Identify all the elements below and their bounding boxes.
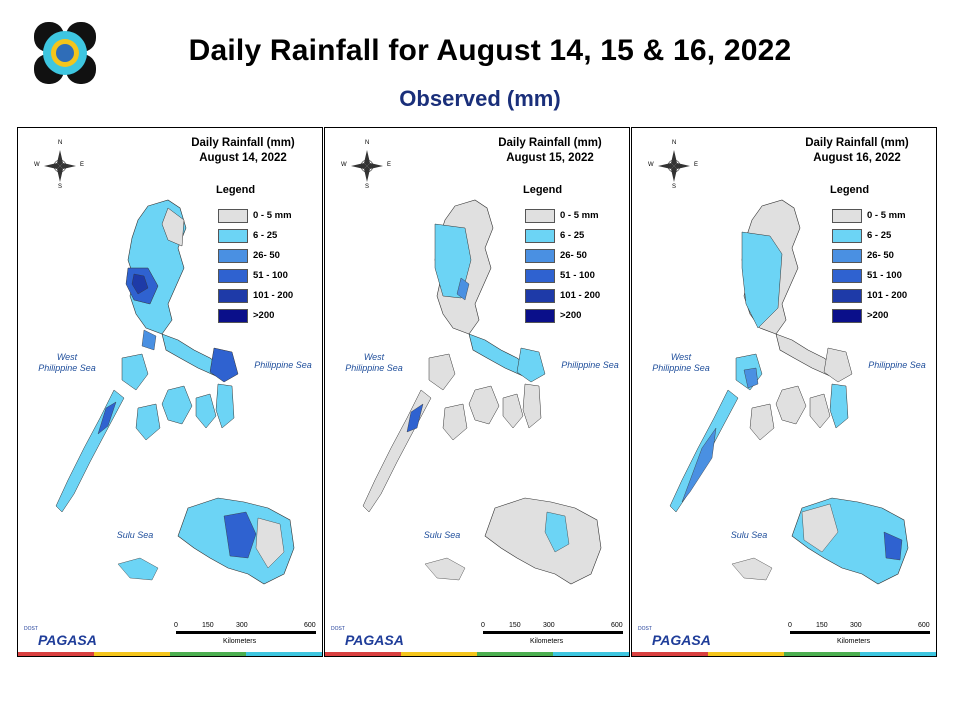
compass-w-label: W <box>341 162 347 168</box>
west-philippine-sea-label: West Philippine Sea <box>345 352 403 373</box>
scale-bar: 0 150 300 600 Kilometers <box>481 622 623 645</box>
page-title: Daily Rainfall for August 14, 15 & 16, 2… <box>188 34 792 67</box>
rainfall-map <box>55 199 295 585</box>
panel-title: Daily Rainfall (mm) August 16, 2022 <box>782 136 932 166</box>
legend-title: Legend <box>523 184 563 196</box>
legend-item: 0 - 5 mm <box>832 209 932 224</box>
sulu-sea-label: Sulu Sea <box>116 530 154 540</box>
scale-bar: 0 150 300 600 Kilometers <box>174 622 316 645</box>
panel-title-line1: Daily Rainfall (mm) <box>498 137 602 149</box>
pagasa-seal-logo <box>32 20 98 86</box>
legend-item: >200 <box>218 309 318 324</box>
legend-item: 26- 50 <box>832 249 932 264</box>
compass-w-label: W <box>34 162 40 168</box>
legend-item: 101 - 200 <box>525 289 625 304</box>
legend-item: 6 - 25 <box>525 229 625 244</box>
legend-item: >200 <box>525 309 625 324</box>
compass-n-label: N <box>365 140 370 146</box>
rainfall-map <box>669 199 909 585</box>
rainfall-map <box>362 199 602 585</box>
west-philippine-sea-label: West Philippine Sea <box>652 352 710 373</box>
color-stripe <box>18 652 322 656</box>
legend-item: 51 - 100 <box>218 269 318 284</box>
compass-s-label: S <box>58 184 63 190</box>
legend-item: 51 - 100 <box>525 269 625 284</box>
map-panel-aug-14: N S W E Daily Rainfall (mm) August 14, 2… <box>17 127 323 657</box>
philippine-sea-label: Philippine Sea <box>254 360 312 370</box>
legend-item: 6 - 25 <box>832 229 932 244</box>
scale-bar: 0 150 300 600 Kilometers <box>788 622 930 645</box>
philippine-sea-label: Philippine Sea <box>868 360 926 370</box>
panel-title-line1: Daily Rainfall (mm) <box>191 137 295 149</box>
compass-rose-icon <box>658 150 690 182</box>
panel-title-date: August 14, 2022 <box>199 152 287 164</box>
compass-rose-icon <box>44 150 76 182</box>
panel-title-date: August 15, 2022 <box>506 152 594 164</box>
color-stripe <box>325 652 629 656</box>
west-philippine-sea-label: West Philippine Sea <box>38 352 96 373</box>
compass-n-label: N <box>58 140 63 146</box>
legend-item: 0 - 5 mm <box>218 209 318 224</box>
page-subtitle: Observed (mm) <box>399 86 561 111</box>
pagasa-logo: DOST PAGASA <box>331 626 404 648</box>
legend-item: 6 - 25 <box>218 229 318 244</box>
map-panel-aug-15: N S W E Daily Rainfall (mm) August 15, 2… <box>324 127 630 657</box>
compass-rose-icon <box>351 150 383 182</box>
sulu-sea-label: Sulu Sea <box>730 530 768 540</box>
compass-w-label: W <box>648 162 654 168</box>
compass-s-label: S <box>365 184 370 190</box>
compass-e-label: E <box>80 162 85 168</box>
panel-title-date: August 16, 2022 <box>813 152 901 164</box>
legend-title: Legend <box>830 184 870 196</box>
panel-title-line1: Daily Rainfall (mm) <box>805 137 909 149</box>
panel-title: Daily Rainfall (mm) August 15, 2022 <box>475 136 625 166</box>
philippine-sea-label: Philippine Sea <box>561 360 619 370</box>
legend-item: >200 <box>832 309 932 324</box>
pagasa-logo: DOST PAGASA <box>638 626 711 648</box>
compass-s-label: S <box>672 184 677 190</box>
legend-item: 0 - 5 mm <box>525 209 625 224</box>
legend-title: Legend <box>216 184 256 196</box>
panel-title: Daily Rainfall (mm) August 14, 2022 <box>168 136 318 166</box>
legend-item: 101 - 200 <box>218 289 318 304</box>
sulu-sea-label: Sulu Sea <box>423 530 461 540</box>
compass-n-label: N <box>672 140 677 146</box>
legend-item: 26- 50 <box>525 249 625 264</box>
legend-item: 26- 50 <box>218 249 318 264</box>
legend-item: 101 - 200 <box>832 289 932 304</box>
map-panel-aug-16: N S W E Daily Rainfall (mm) August 16, 2… <box>631 127 937 657</box>
compass-e-label: E <box>694 162 699 168</box>
color-stripe <box>632 652 936 656</box>
legend-item: 51 - 100 <box>832 269 932 284</box>
pagasa-logo: DOST PAGASA <box>24 626 97 648</box>
compass-e-label: E <box>387 162 392 168</box>
